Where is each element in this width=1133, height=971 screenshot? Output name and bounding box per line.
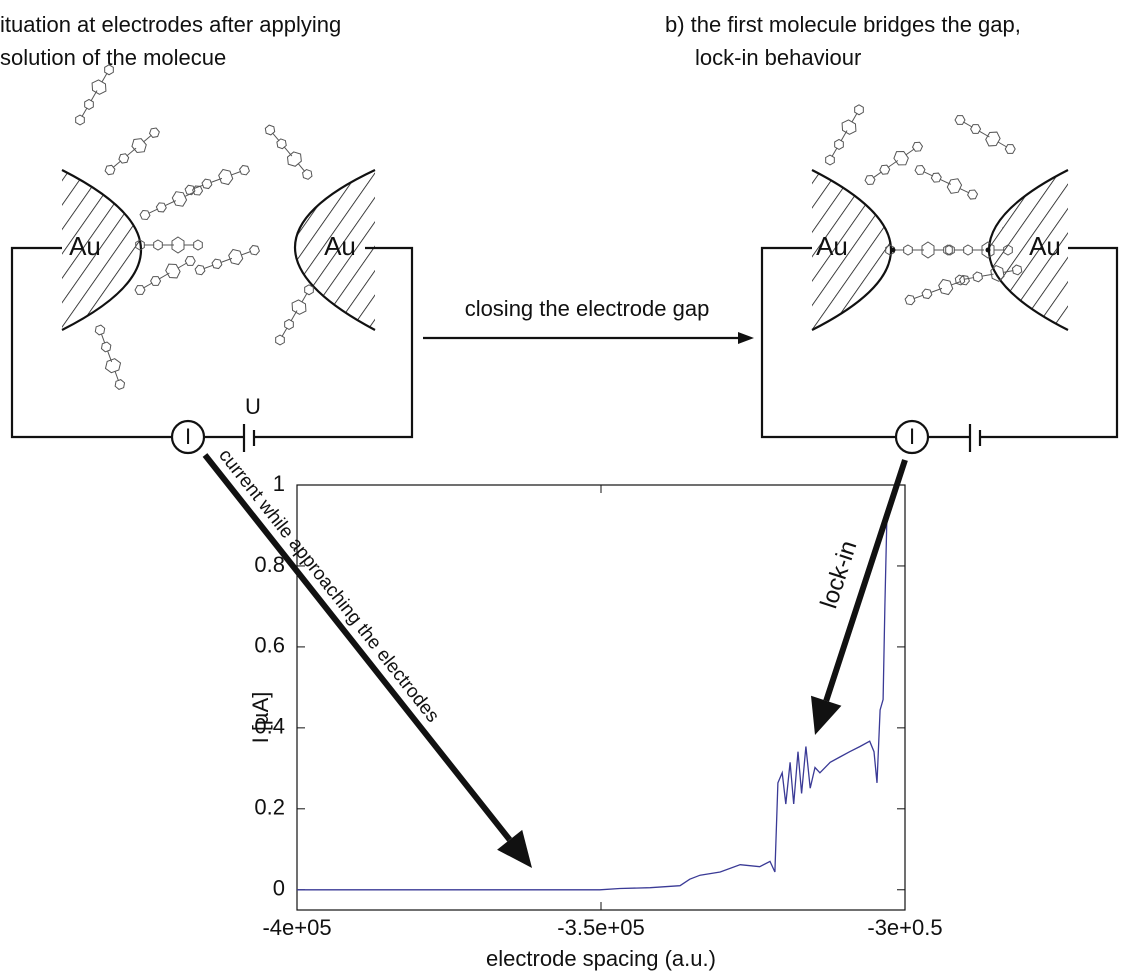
electrode-label: Au [69,231,101,261]
transition-arrow [423,332,754,344]
y-tick-label: 0.6 [254,633,285,658]
contact [891,248,896,253]
x-axis-label: electrode spacing (a.u.) [486,946,716,971]
electrode-label: Au [1029,231,1061,261]
meter-label: I [185,424,191,449]
y-axis-label: I [µA] [248,692,273,744]
electrode-label: Au [324,231,356,261]
annotation: lock-in [815,537,862,611]
y-tick-label: 0.2 [254,795,285,820]
transition-label: closing the electrode gap [465,296,710,321]
annotation-arrow [205,455,510,840]
y-tick-label: 1 [273,471,285,496]
caption: solution of the molecue [0,45,226,70]
annotation-arrowhead [497,830,532,868]
x-tick-label: -3e+0.5 [867,915,942,940]
electrode-label: Au [816,231,848,261]
data-line [297,521,887,889]
annotation: current while approaching the electrodes [214,445,443,726]
caption: lock-in behaviour [695,45,861,70]
x-tick-label: -3.5e+05 [557,915,644,940]
meter-label: I [909,424,915,449]
figure: ituation at electrodes after applying so… [0,0,1133,971]
caption: b) the first molecule bridges the gap, [665,12,1021,37]
annotation-arrowhead [811,696,841,735]
y-tick-label: 0.8 [254,552,285,577]
caption: ituation at electrodes after applying [0,12,341,37]
y-tick-label: 0 [273,876,285,901]
voltage-label: U [245,394,261,419]
contact [986,248,991,253]
x-tick-label: -4e+05 [262,915,331,940]
